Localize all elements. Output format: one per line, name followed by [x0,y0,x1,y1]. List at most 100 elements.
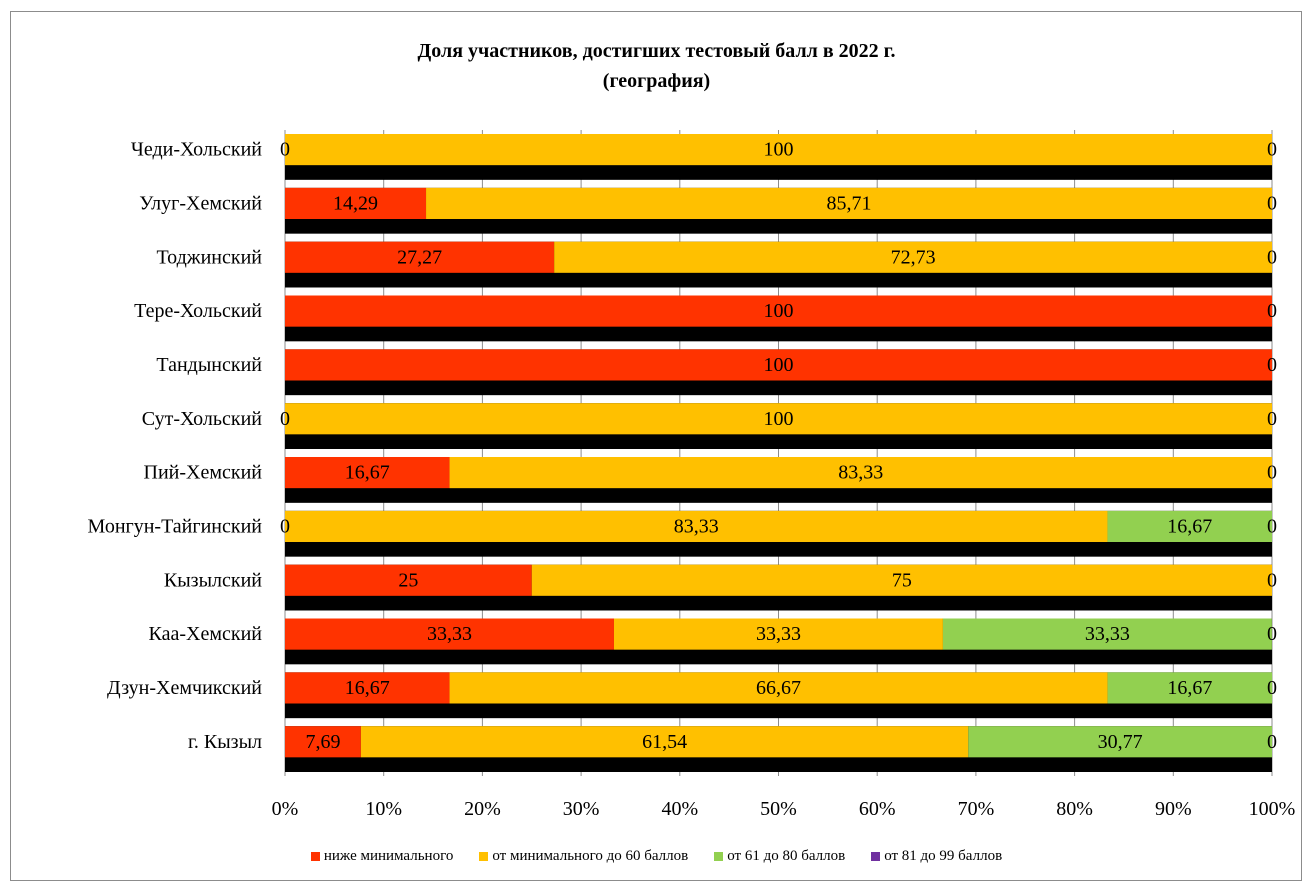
x-tick-label: 0% [272,798,299,820]
x-tick-label: 60% [859,798,896,820]
bar [554,241,1272,273]
bar [285,564,532,596]
category-label: Сут-Хольский [142,408,263,430]
x-tick-label: 20% [464,798,501,820]
data-label: 100 [764,354,794,376]
category-label: Чеди-Хольский [131,139,262,161]
data-label: 0 [280,515,290,537]
data-label: 16,67 [1167,677,1212,699]
data-label: 16,67 [1167,515,1212,537]
x-tick-label: 50% [760,798,797,820]
data-label: 72,73 [891,246,936,268]
legend-swatch [871,852,881,861]
data-label: 83,33 [674,515,719,537]
legend-item: от минимального до 60 баллов [479,848,688,865]
bar [285,726,361,758]
bar [449,457,1272,489]
data-label: 100 [764,300,794,322]
legend-label: от минимального до 60 баллов [492,848,689,864]
data-label: 16,67 [345,677,390,699]
data-label: 0 [1267,246,1277,268]
chart-legend: ниже минимального от минимального до 60 б… [0,848,1313,865]
bar [360,726,969,758]
data-label: 33,33 [427,623,472,645]
chart-title: Доля участников, достигших тестовый балл… [0,36,1313,96]
data-label: 0 [1267,731,1277,753]
data-label: 33,33 [756,623,801,645]
data-label: 0 [1267,354,1277,376]
legend-item: от 81 до 99 баллов [871,848,1002,865]
bar [531,564,1272,596]
x-tick-label: 100% [1249,798,1296,820]
data-label: 0 [1267,192,1277,214]
category-label: Каа-Хемский [149,623,263,645]
bar [942,618,1272,650]
bar [285,295,1272,327]
legend-swatch [479,852,489,861]
data-label: 30,77 [1098,731,1143,753]
data-label: 75 [892,569,912,591]
data-label: 7,69 [305,731,340,753]
data-label: 0 [280,408,290,430]
category-label: Тоджинский [156,246,262,268]
data-label: 16,67 [345,462,390,484]
data-label: 0 [1267,408,1277,430]
x-tick-label: 30% [563,798,600,820]
data-label: 0 [1267,139,1277,161]
bar [285,241,555,273]
category-label: Дзун-Хемчикский [107,677,262,699]
data-label: 0 [1267,300,1277,322]
legend-label: ниже минимального [323,848,454,864]
legend-label: от 81 до 99 баллов [884,848,1003,864]
data-label: 27,27 [397,246,442,268]
data-label: 14,29 [333,192,378,214]
chart-title-line-1: Доля участников, достигших тестовый балл… [417,40,896,62]
bar [613,618,943,650]
bar [285,457,450,489]
bar [285,187,427,219]
legend-swatch [310,852,320,861]
data-label: 0 [1267,515,1277,537]
data-label: 85,71 [827,192,872,214]
data-label: 100 [764,139,794,161]
category-label: Тере-Хольский [134,300,262,322]
data-label: 0 [1267,462,1277,484]
category-label: г. Кызыл [188,731,262,753]
data-label: 0 [1267,569,1277,591]
legend-item: ниже минимального [310,848,454,865]
data-label: 61,54 [642,731,687,753]
category-label: Кызылский [164,569,262,591]
data-label: 25 [398,569,418,591]
bar [1107,510,1272,542]
bar [285,134,1272,166]
category-label: Монгун-Тайгинский [88,515,263,537]
category-label: Пий-Хемский [144,462,263,484]
x-tick-label: 80% [1056,798,1093,820]
x-tick-label: 40% [661,798,698,820]
x-tick-label: 70% [958,798,995,820]
data-label: 33,33 [1085,623,1130,645]
legend-swatch [714,852,724,861]
bar [285,349,1272,381]
legend-label: от 61 до 80 баллов [727,848,846,864]
category-label: Тандынский [156,354,262,376]
data-label: 66,67 [756,677,801,699]
bar [285,618,614,650]
data-label: 0 [280,139,290,161]
bar [285,510,1108,542]
data-label: 0 [1267,677,1277,699]
bar [449,672,1108,704]
data-label: 0 [1267,623,1277,645]
x-tick-label: 10% [365,798,402,820]
bar [968,726,1272,758]
x-tick-label: 90% [1155,798,1192,820]
category-label: Улуг-Хемский [139,192,262,214]
bar [1107,672,1273,704]
data-label: 83,33 [838,462,883,484]
bar [285,672,450,704]
chart-title-line-2: (география) [602,70,711,92]
data-label: 100 [764,408,794,430]
bar [426,187,1272,219]
bar [285,403,1272,435]
